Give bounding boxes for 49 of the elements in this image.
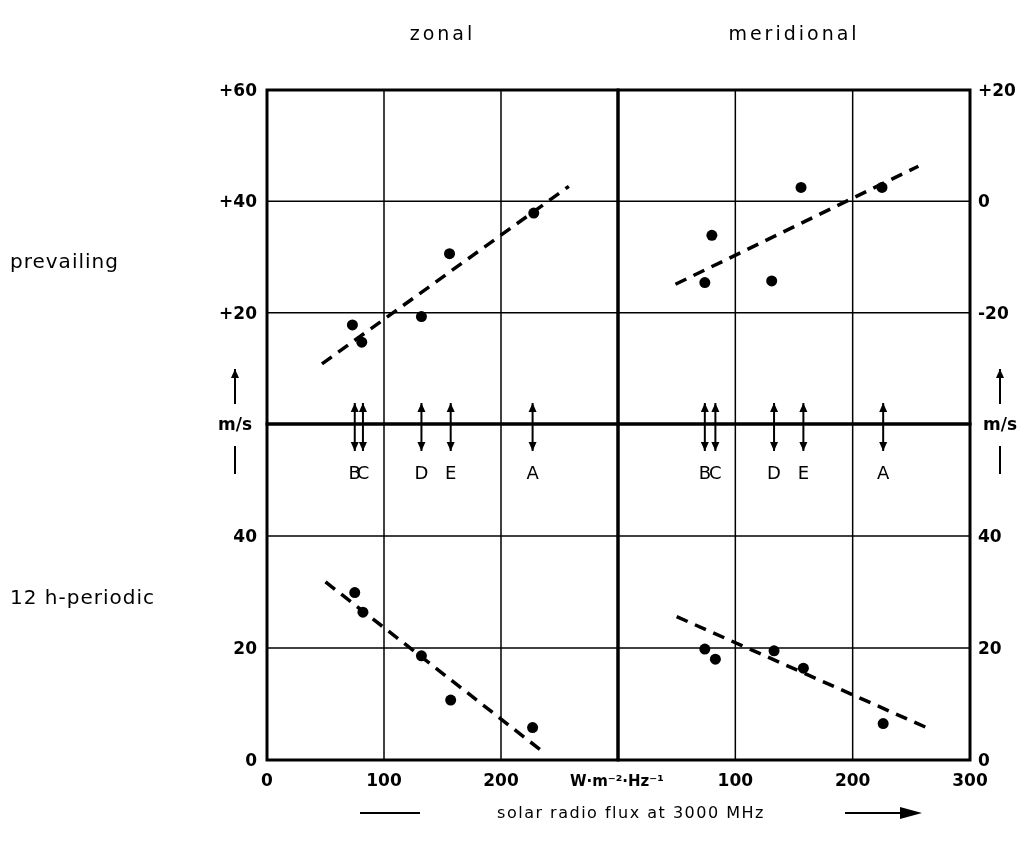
- annotation: A: [877, 462, 891, 484]
- point: [877, 718, 889, 730]
- y-tick-label: 20: [233, 637, 258, 658]
- x-axis-title: W·m⁻²·Hz⁻¹: [570, 772, 664, 790]
- y-tick-label: 0: [978, 749, 990, 770]
- x-tick-label: 200: [483, 770, 519, 790]
- y-axis-title: m/s: [982, 414, 1018, 434]
- y-axis-title: m/s: [217, 414, 253, 434]
- annotation: E: [445, 462, 457, 484]
- point: [768, 645, 780, 657]
- point: [795, 181, 807, 193]
- point: [444, 248, 456, 260]
- y-tick-label: 40: [978, 525, 1002, 546]
- annotation: B: [348, 462, 361, 484]
- y-tick-label: 0: [978, 191, 990, 212]
- point: [346, 319, 358, 331]
- text: prevailing: [10, 249, 119, 273]
- point: [797, 662, 809, 674]
- annotation: E: [797, 462, 810, 484]
- point: [706, 229, 718, 241]
- point: [766, 275, 778, 287]
- point: [709, 653, 721, 665]
- x-tick-label: 200: [834, 770, 871, 790]
- y-tick-label: +60: [219, 79, 258, 100]
- y-tick-label: 40: [233, 525, 258, 546]
- x-tick-label: 100: [717, 770, 754, 790]
- annotation: C: [709, 462, 722, 484]
- text: 12 h-periodic: [10, 585, 155, 609]
- x-axis-title: solar radio flux at 3000 MHz: [497, 803, 765, 822]
- point: [527, 722, 539, 734]
- point: [445, 694, 457, 706]
- point: [349, 587, 361, 599]
- y-tick-label: -20: [978, 302, 1009, 323]
- x-tick-label: 300: [952, 770, 988, 790]
- y-tick-label: +40: [219, 191, 258, 212]
- y-tick-label: +20: [219, 302, 258, 323]
- y-tick-label: 0: [245, 749, 258, 770]
- annotation: D: [414, 462, 429, 484]
- chart-title: meridional: [728, 22, 860, 44]
- x-tick-label: 100: [366, 770, 402, 790]
- y-tick-label: 20: [978, 637, 1002, 658]
- point: [699, 277, 711, 289]
- point: [699, 643, 711, 655]
- x-tick-label: 0: [261, 770, 274, 790]
- annotation: D: [767, 462, 781, 484]
- point: [415, 311, 427, 323]
- annotation: A: [526, 462, 540, 484]
- chart-title: zonal: [409, 22, 476, 44]
- y-tick-label: +20: [978, 79, 1017, 100]
